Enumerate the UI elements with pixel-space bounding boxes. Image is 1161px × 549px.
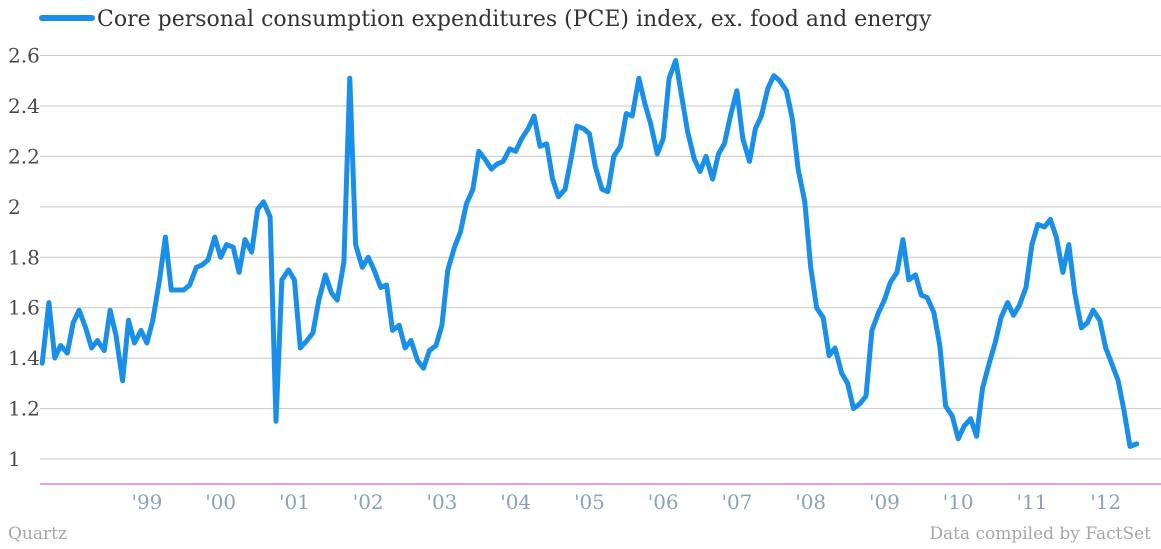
- x-tick-label: '01: [279, 490, 310, 514]
- credit-factset: Data compiled by FactSet: [929, 524, 1151, 544]
- x-tick-label: '12: [1090, 490, 1121, 514]
- x-tick-label: '00: [205, 490, 236, 514]
- y-tick-label: 2.6: [8, 44, 40, 68]
- x-tick-label: '99: [131, 490, 162, 514]
- y-tick-label: 2: [8, 195, 21, 219]
- x-axis-ticks: '99 '00 '01 '02 '03 '04 '05 '06 '07 '08 '09 '10 '11 '…: [131, 490, 1121, 514]
- x-tick-label: '06: [648, 490, 679, 514]
- y-tick-label: 2.4: [8, 94, 40, 118]
- x-tick-label: '11: [1016, 490, 1047, 514]
- series-line-core-pce: [39, 58, 1140, 449]
- x-tick-label: '02: [353, 490, 384, 514]
- legend-label: Core personal consumption expenditures (…: [97, 7, 932, 32]
- x-tick-label: '07: [721, 490, 752, 514]
- credit-quartz: Quartz: [8, 524, 67, 544]
- y-tick-label: 1.8: [8, 245, 40, 269]
- x-tick-label: '08: [795, 490, 826, 514]
- y-tick-label: 2.2: [8, 144, 40, 168]
- y-tick-label: 1.2: [8, 397, 40, 421]
- x-tick-label: '04: [500, 490, 531, 514]
- x-tick-label: '10: [943, 490, 974, 514]
- y-tick-label: 1.4: [8, 346, 40, 370]
- legend: Core personal consumption expenditures (…: [39, 7, 932, 32]
- series-layer: [39, 58, 1140, 449]
- y-axis-ticks: 1 1.2 1.4 1.6 1.8 2 2.2 2.4 2.6: [8, 44, 40, 472]
- y-tick-label: 1: [8, 447, 21, 471]
- x-tick-label: '03: [426, 490, 457, 514]
- x-tick-label: '09: [869, 490, 900, 514]
- grid: [40, 55, 1161, 460]
- x-tick-label: '05: [574, 490, 605, 514]
- y-tick-label: 1.6: [8, 296, 40, 320]
